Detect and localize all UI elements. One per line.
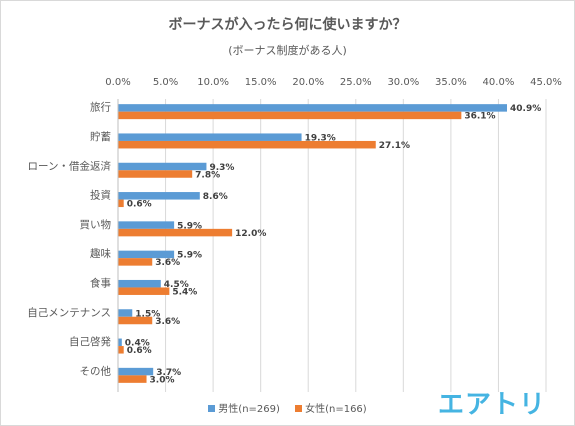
category-label: 買い物 (80, 218, 112, 231)
bar-male (118, 367, 154, 376)
data-label: 3.6% (155, 258, 180, 268)
category-label: 旅行 (90, 101, 111, 114)
category-label: ローン・借金返済 (28, 159, 112, 172)
legend: 男性(n=269) 女性(n=166) (1, 400, 574, 415)
data-label: 7.8% (195, 170, 220, 180)
category-label: 趣味 (90, 247, 111, 260)
airtrip-logo: エアトリ (438, 390, 547, 420)
data-label: 19.3% (305, 133, 336, 143)
bar-female (118, 346, 124, 354)
category-label: その他 (80, 364, 112, 377)
bar-female (118, 287, 170, 295)
bar-female (118, 111, 462, 120)
bar-female (118, 316, 153, 325)
bar-male (118, 221, 175, 229)
bar-male (118, 162, 207, 171)
data-label: 3.7% (156, 368, 181, 378)
bar-female (118, 140, 376, 149)
bar-male (118, 133, 302, 141)
x-tick-label: 25.0% (340, 77, 372, 88)
bar-female (118, 228, 233, 237)
bar-female (118, 170, 193, 178)
chart-title: ボーナスが入ったら何に使いますか？ (168, 17, 407, 33)
bar-male (118, 338, 122, 347)
data-label: 12.0% (235, 229, 266, 239)
bar-female (118, 258, 153, 266)
x-tick-label: 5.0% (153, 77, 178, 88)
legend-swatch-female (295, 404, 303, 412)
data-label: 3.0% (150, 375, 175, 385)
category-label: 食事 (90, 276, 111, 289)
data-label: 9.3% (209, 163, 234, 173)
x-tick-label: 30.0% (387, 77, 419, 88)
x-tick-label: 45.0% (530, 77, 562, 88)
category-label: 自己メンテナンス (27, 306, 111, 319)
bar-male (118, 250, 175, 259)
category-label: 投資 (90, 189, 111, 202)
bar-female (118, 375, 147, 383)
x-tick-label: 10.0% (197, 77, 229, 88)
chart-subtitle: (ボーナス制度がある人) (228, 44, 347, 57)
bar-male (118, 104, 508, 112)
bar-male (118, 309, 133, 317)
legend-label-male: 男性(n=269) (218, 404, 280, 415)
data-label: 5.9% (177, 221, 202, 231)
bar-female (118, 199, 124, 208)
data-label: 40.9% (510, 104, 541, 114)
data-label: 5.9% (177, 251, 202, 261)
legend-item-male: 男性(n=269) (208, 400, 280, 415)
data-label: 8.6% (203, 192, 228, 202)
category-label: 貯蓄 (90, 131, 111, 143)
legend-swatch-male (208, 404, 216, 412)
legend-label-female: 女性(n=166) (305, 404, 367, 415)
bar-male (118, 279, 161, 288)
data-label: 0.6% (127, 346, 152, 356)
data-label: 27.1% (379, 141, 410, 151)
bar-male (118, 192, 200, 200)
category-label: 自己啓発 (69, 335, 111, 348)
data-label: 4.5% (164, 280, 189, 290)
x-tick-label: 40.0% (483, 77, 515, 88)
data-label: 5.4% (172, 287, 197, 297)
data-label: 1.5% (135, 309, 160, 319)
x-tick-label: 15.0% (245, 77, 277, 88)
x-tick-label: 0.0% (105, 77, 130, 88)
data-label: 3.6% (155, 317, 180, 327)
data-label: 0.4% (125, 339, 150, 349)
data-label: 0.6% (127, 200, 152, 210)
data-label: 36.1% (464, 112, 495, 122)
legend-item-female: 女性(n=166) (295, 400, 367, 415)
x-tick-label: 35.0% (435, 77, 467, 88)
x-tick-label: 20.0% (292, 77, 324, 88)
